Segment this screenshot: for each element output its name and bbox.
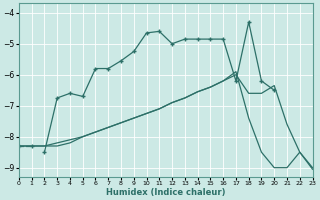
X-axis label: Humidex (Indice chaleur): Humidex (Indice chaleur) [106, 188, 226, 197]
